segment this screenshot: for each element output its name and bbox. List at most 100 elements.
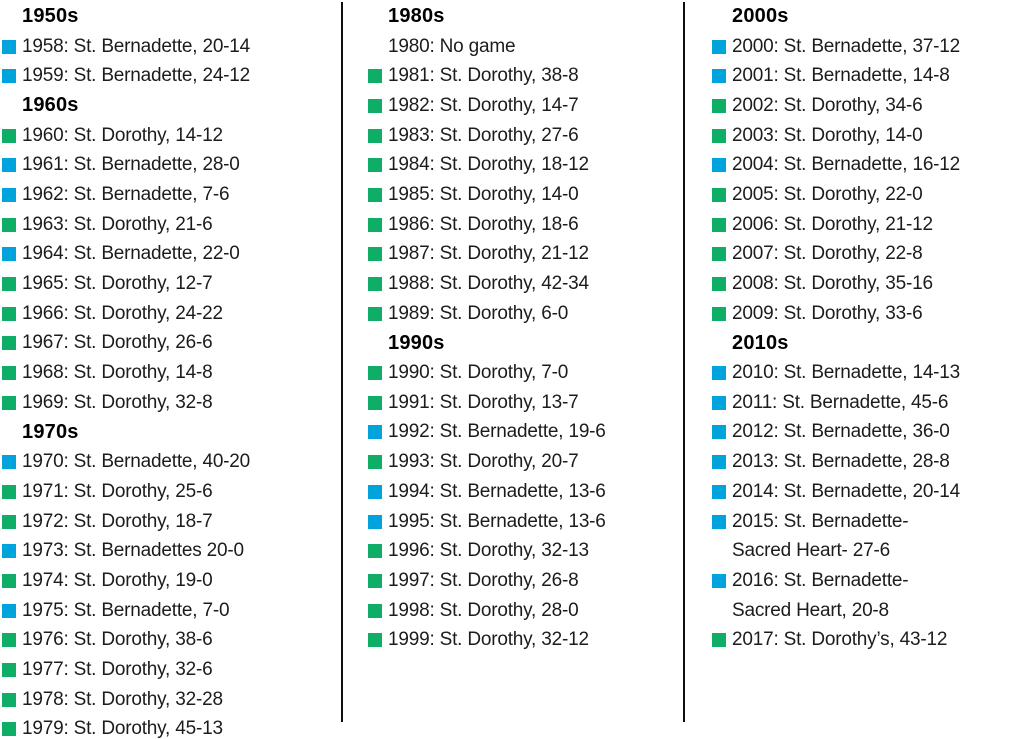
bernadette-win-swatch-icon — [712, 484, 726, 499]
result-row: 1970: St. Bernadette, 40-20 — [2, 447, 250, 477]
dorothy-win-swatch-icon — [368, 128, 382, 143]
result-row: 1981: St. Dorothy, 38-8 — [368, 61, 606, 91]
result-text: 1984: St. Dorothy, 18-12 — [388, 154, 589, 176]
result-text: 1988: St. Dorothy, 42-34 — [388, 273, 589, 295]
result-text: 1987: St. Dorothy, 21-12 — [388, 243, 589, 265]
result-text: Sacred Heart- 27-6 — [732, 540, 890, 562]
dorothy-win-swatch-icon — [2, 662, 16, 677]
bernadette-win-swatch-icon — [712, 395, 726, 410]
dorothy-win-swatch-icon — [368, 544, 382, 559]
result-text: 1997: St. Dorothy, 26-8 — [388, 569, 579, 591]
dorothy-win-swatch-icon — [368, 366, 382, 381]
result-row: 2005: St. Dorothy, 22-0 — [712, 180, 960, 210]
bernadette-win-swatch-icon — [368, 484, 382, 499]
result-text: 2001: St. Bernadette, 14-8 — [732, 65, 950, 87]
result-text: 2005: St. Dorothy, 22-0 — [732, 183, 923, 205]
result-text: 1983: St. Dorothy, 27-6 — [388, 124, 579, 146]
dorothy-win-swatch-icon — [368, 277, 382, 292]
result-row: 1972: St. Dorothy, 18-7 — [2, 507, 250, 537]
dorothy-win-swatch-icon — [2, 395, 16, 410]
dorothy-win-swatch-icon — [712, 128, 726, 143]
result-row: 1998: St. Dorothy, 28-0 — [368, 596, 606, 626]
result-text: 1977: St. Dorothy, 32-6 — [22, 658, 213, 680]
decade-header: 2010s — [732, 331, 789, 354]
column-2: 1980s 1980: No game 1981: St. Dorothy, 38-… — [368, 2, 606, 655]
dorothy-win-swatch-icon — [2, 306, 16, 321]
bernadette-win-swatch-icon — [712, 39, 726, 54]
bernadette-win-swatch-icon — [712, 514, 726, 529]
result-row: 1974: St. Dorothy, 19-0 — [2, 566, 250, 596]
bernadette-win-swatch-icon — [2, 39, 16, 54]
result-text: 1982: St. Dorothy, 14-7 — [388, 94, 579, 116]
dorothy-win-swatch-icon — [2, 366, 16, 381]
result-text: 2009: St. Dorothy, 33-6 — [732, 302, 923, 324]
bernadette-win-swatch-icon — [2, 247, 16, 262]
result-row: 1999: St. Dorothy, 32-12 — [368, 625, 606, 655]
dorothy-win-swatch-icon — [368, 247, 382, 262]
bernadette-win-swatch-icon — [712, 366, 726, 381]
result-text: 1979: St. Dorothy, 45-13 — [22, 718, 223, 739]
result-text: 1971: St. Dorothy, 25-6 — [22, 480, 213, 502]
result-text: 1962: St. Bernadette, 7-6 — [22, 183, 230, 205]
result-row: 1963: St. Dorothy, 21-6 — [2, 210, 250, 240]
dorothy-win-swatch-icon — [2, 722, 16, 737]
column-divider-2 — [683, 2, 685, 722]
dorothy-win-swatch-icon — [368, 69, 382, 84]
result-text: 2008: St. Dorothy, 35-16 — [732, 273, 933, 295]
result-row: 1991: St. Dorothy, 13-7 — [368, 388, 606, 418]
bernadette-win-swatch-icon — [2, 158, 16, 173]
result-row: 1960: St. Dorothy, 14-12 — [2, 121, 250, 151]
result-row: 1978: St. Dorothy, 32-28 — [2, 685, 250, 715]
result-row: 1985: St. Dorothy, 14-0 — [368, 180, 606, 210]
bernadette-win-swatch-icon — [712, 573, 726, 588]
result-text: 1966: St. Dorothy, 24-22 — [22, 302, 223, 324]
result-row: 2012: St. Bernadette, 36-0 — [712, 418, 960, 448]
result-text: 1960: St. Dorothy, 14-12 — [22, 124, 223, 146]
result-text: 2010: St. Bernadette, 14-13 — [732, 362, 961, 384]
result-row: 2001: St. Bernadette, 14-8 — [712, 61, 960, 91]
result-text: 2004: St. Bernadette, 16-12 — [732, 154, 961, 176]
result-text: 2002: St. Dorothy, 34-6 — [732, 94, 923, 116]
result-row: 2011: St. Bernadette, 45-6 — [712, 388, 960, 418]
result-row: 2014: St. Bernadette, 20-14 — [712, 477, 960, 507]
result-text: 2007: St. Dorothy, 22-8 — [732, 243, 923, 265]
result-text: 2014: St. Bernadette, 20-14 — [732, 480, 961, 502]
result-row: 1982: St. Dorothy, 14-7 — [368, 91, 606, 121]
result-text: 1989: St. Dorothy, 6-0 — [388, 302, 569, 324]
result-row: 1962: St. Bernadette, 7-6 — [2, 180, 250, 210]
result-text: 1958: St. Bernadette, 20-14 — [22, 35, 251, 57]
result-text: 1976: St. Dorothy, 38-6 — [22, 629, 213, 651]
dorothy-win-swatch-icon — [368, 306, 382, 321]
result-row: 2009: St. Dorothy, 33-6 — [712, 299, 960, 329]
bernadette-win-swatch-icon — [368, 514, 382, 529]
result-text: 1969: St. Dorothy, 32-8 — [22, 391, 213, 413]
result-text: 1968: St. Dorothy, 14-8 — [22, 362, 213, 384]
result-text: 1975: St. Bernadette, 7-0 — [22, 599, 230, 621]
result-row: 1979: St. Dorothy, 45-13 — [2, 715, 250, 739]
result-row: 1995: St. Bernadette, 13-6 — [368, 507, 606, 537]
column-3: 2000s 2000: St. Bernadette, 37-12 2001: St… — [712, 2, 960, 655]
result-text: 1963: St. Dorothy, 21-6 — [22, 213, 213, 235]
decade-header: 1960s — [22, 94, 79, 117]
dorothy-win-swatch-icon — [712, 306, 726, 321]
result-row: 2002: St. Dorothy, 34-6 — [712, 91, 960, 121]
result-row: 1976: St. Dorothy, 38-6 — [2, 625, 250, 655]
dorothy-win-swatch-icon — [368, 573, 382, 588]
bernadette-win-swatch-icon — [712, 69, 726, 84]
dorothy-win-swatch-icon — [2, 277, 16, 292]
result-row: 1973: St. Bernadettes 20-0 — [2, 536, 250, 566]
result-row: 1984: St. Dorothy, 18-12 — [368, 150, 606, 180]
bernadette-win-swatch-icon — [2, 187, 16, 202]
result-text: 1998: St. Dorothy, 28-0 — [388, 599, 579, 621]
result-row: 1977: St. Dorothy, 32-6 — [2, 655, 250, 685]
result-row: 1968: St. Dorothy, 14-8 — [2, 358, 250, 388]
result-text: 1980: No game — [388, 35, 516, 57]
result-row: 1990: St. Dorothy, 7-0 — [368, 358, 606, 388]
dorothy-win-swatch-icon — [368, 395, 382, 410]
result-text: 1992: St. Bernadette, 19-6 — [388, 421, 606, 443]
result-text: 2015: St. Bernadette- — [732, 510, 909, 532]
bernadette-win-swatch-icon — [2, 69, 16, 84]
result-row-continuation: Sacred Heart, 20-8 — [712, 596, 960, 626]
decade-header: 1990s — [388, 331, 445, 354]
bernadette-win-swatch-icon — [712, 455, 726, 470]
